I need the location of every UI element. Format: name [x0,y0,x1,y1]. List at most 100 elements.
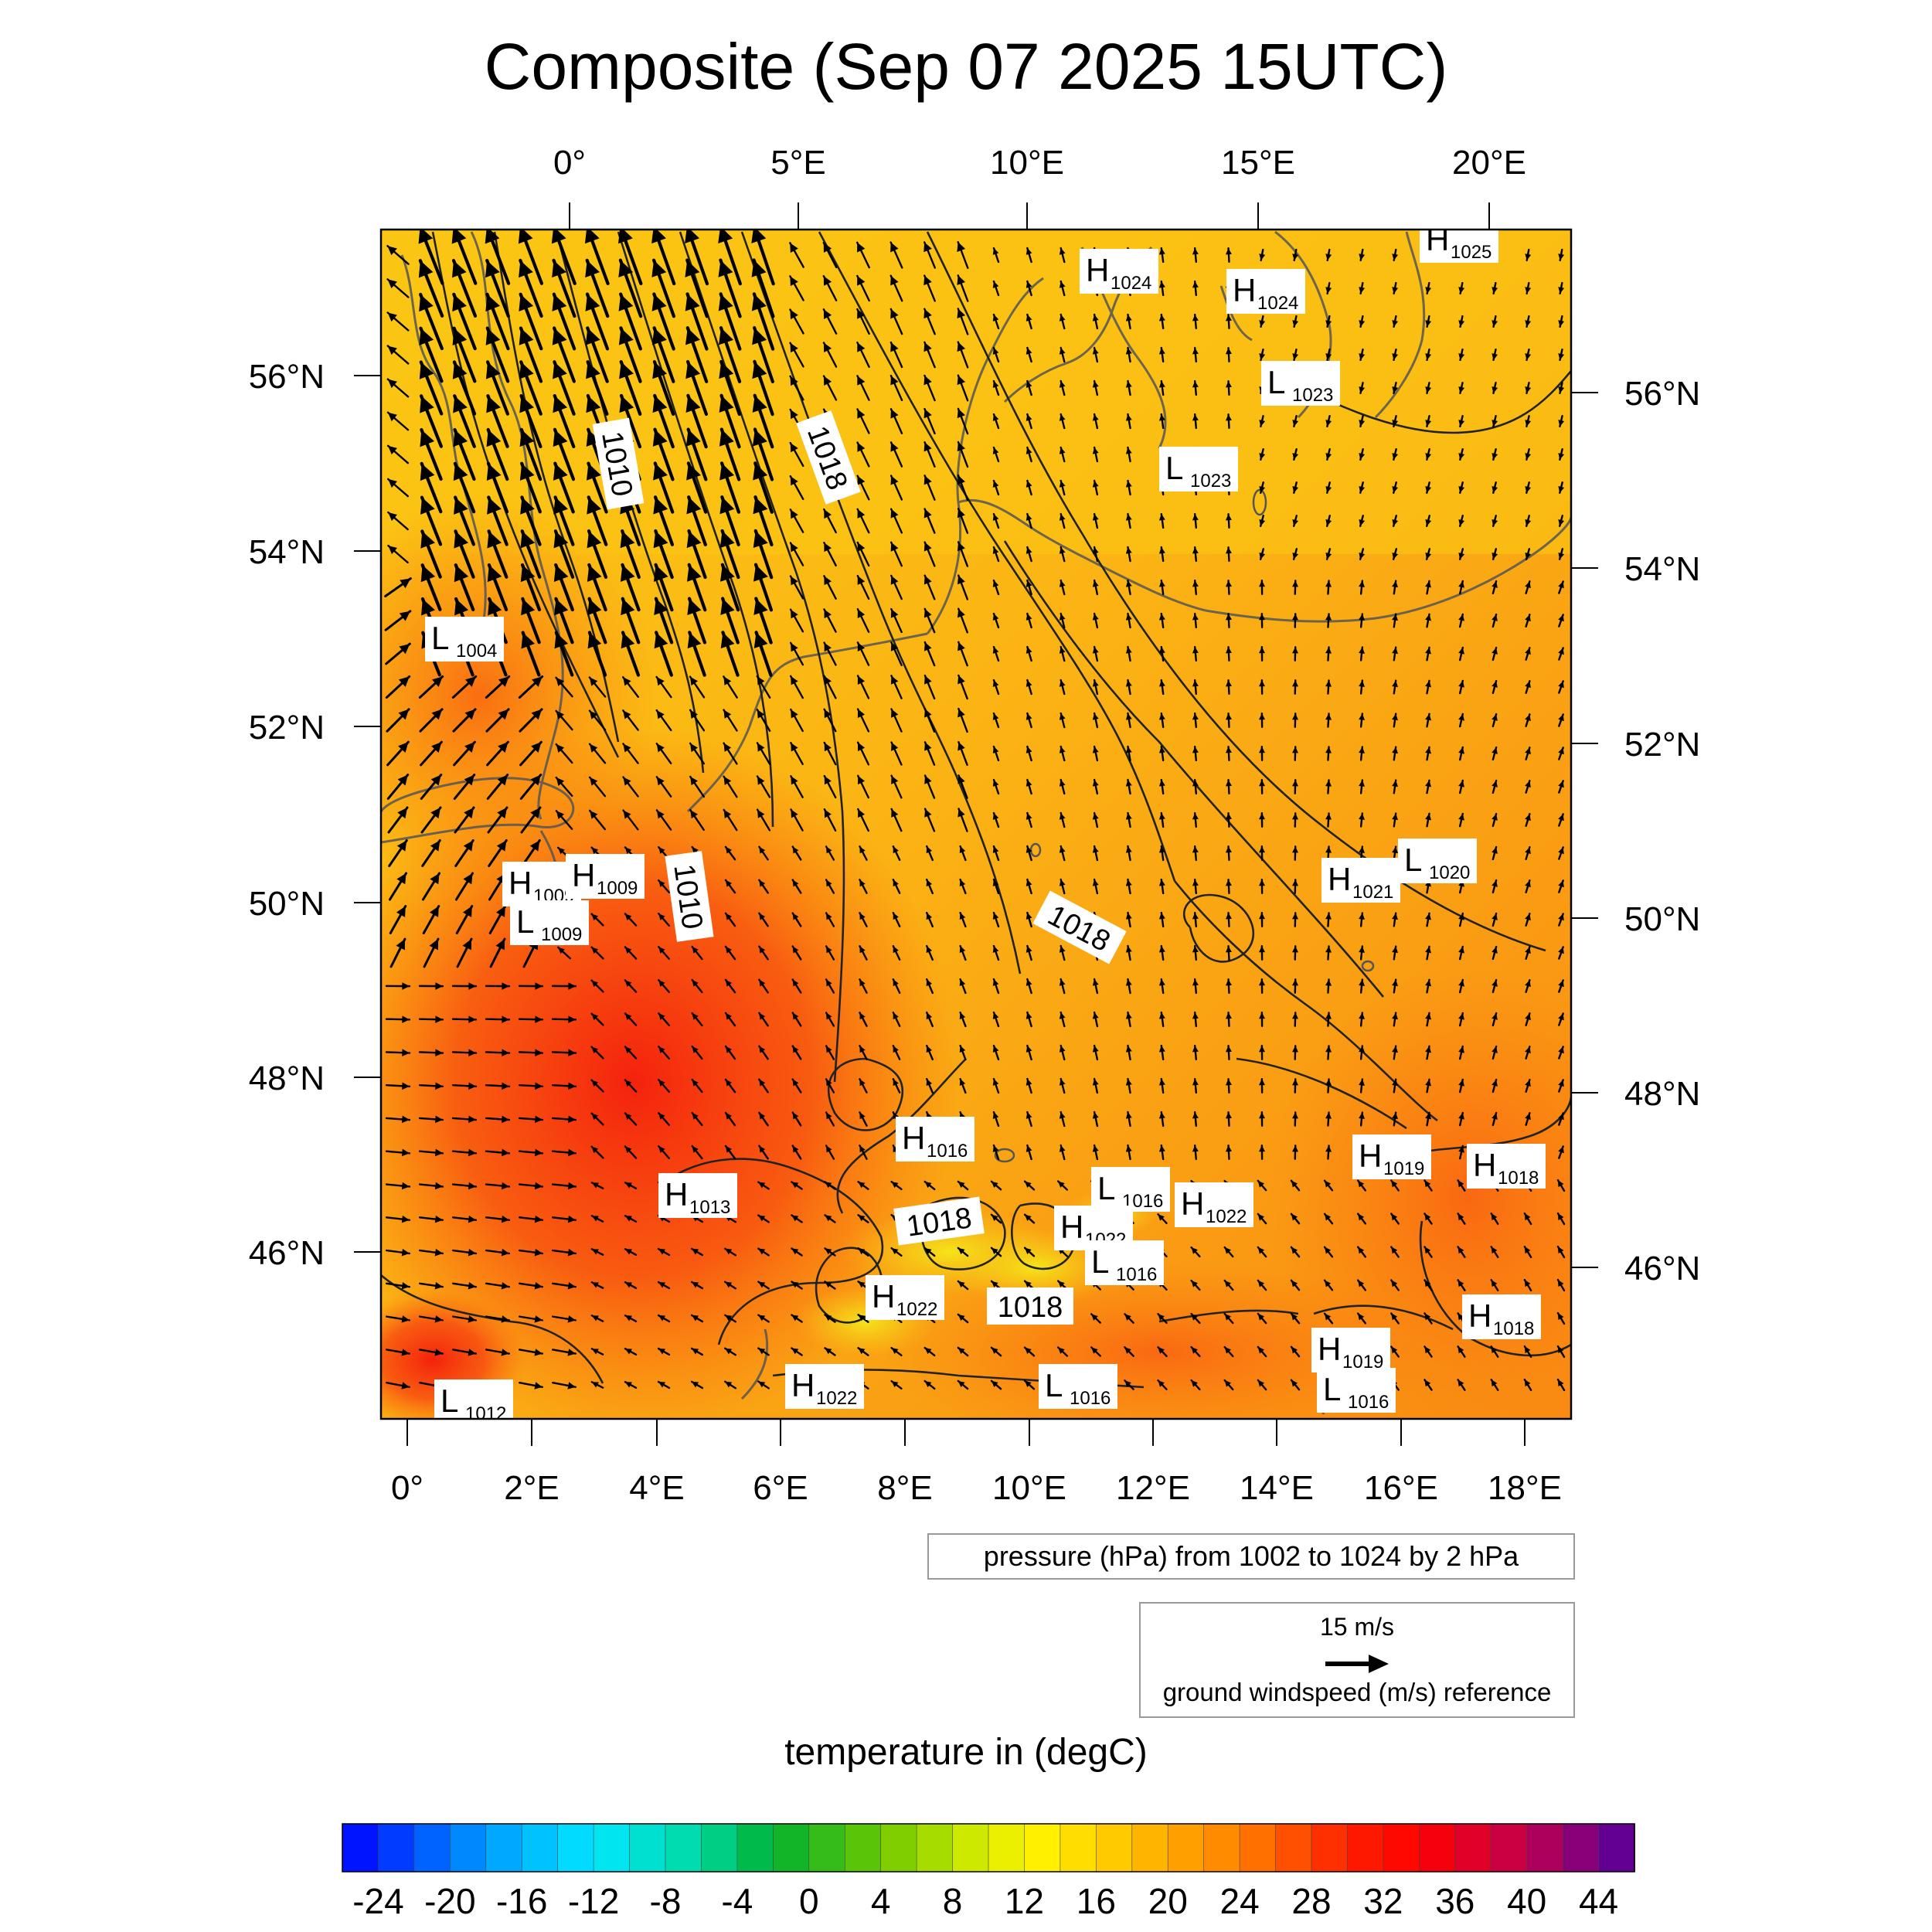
wind-arrow [590,1281,604,1289]
wind-arrow [791,1347,803,1356]
wind-arrow [619,393,642,449]
wind-arrow [1457,1179,1466,1192]
wind-arrow [590,1046,604,1060]
wind-arrow [753,597,773,645]
wind-arrow [519,427,543,481]
wind-arrow [658,1145,670,1159]
wind-arrow [1125,679,1132,696]
wind-arrow [590,1182,604,1189]
wind-arrow [1359,515,1366,527]
wind-arrow [685,292,709,351]
wind-arrow [418,1015,444,1023]
wind-arrow [451,1248,478,1257]
wind-arrow [619,360,642,416]
lon-label-bottom: 12°E [1116,1469,1190,1507]
wind-arrow [1092,446,1099,463]
wind-arrow [691,1145,703,1160]
wind-arrow [1525,1079,1531,1093]
wind-arrow [586,461,608,514]
wind-arrow [690,1380,704,1389]
wind-arrow [1292,515,1299,527]
wind-arrow [1124,1313,1134,1324]
wind-arrow [1492,414,1498,428]
wind-arrow [1292,978,1299,994]
wind-arrow [1258,1045,1265,1060]
wind-arrow [1059,845,1066,862]
wind-arrow [1325,515,1332,527]
lon-label-top: 20°E [1452,144,1526,182]
wind-arrow [923,774,936,799]
wind-arrow [1423,1213,1433,1225]
wind-arrow [486,394,509,448]
wind-arrow [1457,1379,1466,1391]
wind-arrow [386,411,410,431]
wind-arrow [789,475,804,500]
wind-arrow [859,945,868,961]
pressure-center-high: H 1009 [566,854,645,899]
wind-arrow [1059,1077,1066,1094]
wind-arrow [385,1315,411,1323]
wind-arrow [555,709,573,731]
wind-arrow [723,1247,737,1257]
wind-arrow [719,563,740,612]
wind-arrow [1092,612,1099,629]
wind-arrow [1325,248,1332,262]
wind-arrow [1292,580,1299,595]
wind-arrow [1325,779,1332,794]
wind-arrow [1359,1012,1366,1027]
wind-arrow [419,1349,444,1356]
wind-arrow [1059,1144,1066,1161]
wind-arrow [1425,746,1431,761]
wind-arrow [1257,1246,1267,1258]
wind-arrow [451,259,478,318]
wind-arrow [452,708,477,733]
wind-arrow [1026,1144,1032,1161]
wind-arrow [791,845,802,861]
wind-arrow [1323,1279,1334,1291]
wind-arrow [385,1282,411,1290]
wind-arrow [923,241,937,269]
wind-arrow [1425,912,1431,927]
wind-arrow [454,872,474,901]
wind-arrow [453,740,476,767]
wind-arrow [1258,646,1265,662]
wind-arrow [1125,978,1132,995]
wind-reference-speed: 15 m/s [1319,1613,1395,1641]
wind-arrow [1425,679,1431,695]
wind-arrow [822,308,838,335]
wind-arrow [621,597,641,645]
colorbar-swatch [1167,1823,1205,1872]
wind-arrow [1523,1212,1532,1226]
wind-arrow [1059,579,1066,596]
wind-arrow [1425,945,1431,961]
colorbar-swatch [1239,1823,1277,1872]
wind-arrow [520,806,542,834]
wind-arrow [590,1381,604,1389]
wind-arrow [1192,811,1199,828]
wind-arrow [687,631,706,677]
pressure-center-value: 1018 [1493,1318,1534,1339]
wind-arrow [1059,1044,1066,1061]
wind-arrow [1192,247,1199,264]
wind-arrow [1292,1045,1299,1060]
wind-arrow [1425,713,1431,728]
wind-arrow [1392,1045,1399,1060]
colorbar-swatch [1347,1823,1384,1872]
wind-arrow [957,274,969,302]
wind-arrow [791,1045,802,1060]
wind-arrow [923,274,936,302]
wind-arrow [957,508,969,534]
lon-label-bottom: 4°E [629,1469,684,1507]
wind-arrow [790,775,804,798]
wind-arrow [720,631,740,677]
wind-arrow [1258,1145,1265,1160]
wind-arrow [1558,348,1565,362]
wind-arrow [485,326,510,383]
pressure-center-value: 1025 [1451,242,1492,263]
wind-arrow [756,675,771,699]
colorbar-swatch [988,1823,1026,1872]
wind-arrow [957,308,969,335]
wind-arrow [1458,481,1465,494]
wind-arrow [1059,313,1066,330]
wind-arrow [420,461,443,514]
